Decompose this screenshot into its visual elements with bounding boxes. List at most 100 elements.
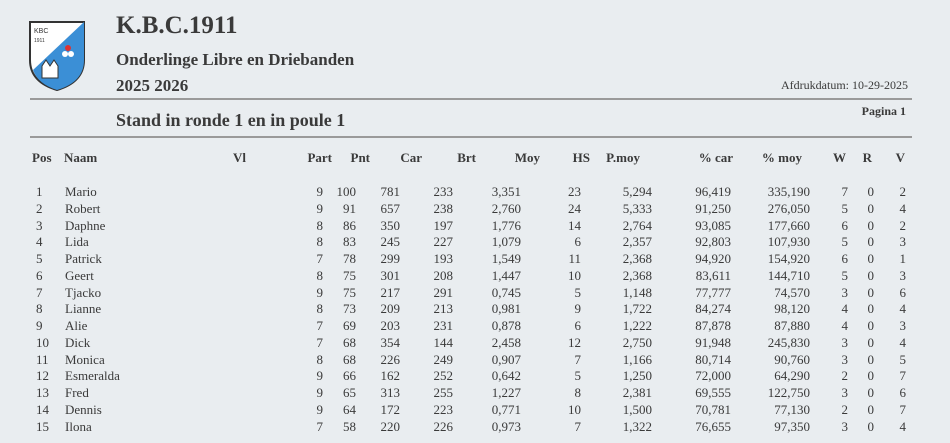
cell-w: 4 [841, 318, 849, 333]
cell-naam: Monica [65, 351, 105, 367]
cell-hs: 7 [574, 418, 582, 434]
cell-w: 5 [841, 267, 849, 283]
cell-moy: 1,776 [491, 217, 521, 233]
cell-pct-car: 76,655 [695, 418, 731, 434]
cell-pmoy: 1,250 [622, 368, 652, 384]
cell-w: 7 [841, 184, 849, 199]
cell-pmoy: 2,764 [622, 217, 652, 233]
cell-part: 9 [316, 401, 324, 417]
cell-car: 354 [380, 334, 401, 350]
season: 2025 2026 [116, 76, 189, 95]
cell-r: 0 [867, 368, 875, 384]
cell-moy: 0,907 [491, 351, 521, 367]
cell-hs: 6 [574, 234, 582, 250]
column-header-brt: Brt [457, 150, 476, 165]
cell-naam: Lida [65, 234, 89, 250]
cell-pnt: 86 [343, 217, 356, 233]
column-header-moy: Moy [514, 150, 540, 165]
cell-part: 7 [316, 418, 324, 434]
cell-pct-moy: 122,750 [767, 385, 810, 400]
cell-r: 0 [867, 200, 875, 216]
cell-hs: 10 [568, 401, 581, 417]
cell-car: 781 [380, 184, 401, 199]
cell-naam: Mario [65, 184, 97, 199]
cell-moy: 0,745 [491, 284, 521, 300]
cell-moy: 2,760 [491, 200, 521, 216]
cell-pnt: 58 [343, 418, 356, 434]
cell-hs: 9 [574, 301, 582, 317]
cell-car: 657 [380, 200, 401, 216]
cell-hs: 24 [568, 200, 581, 216]
cell-moy: 1,447 [491, 267, 521, 283]
cell-pos: 1 [36, 184, 43, 199]
cell-brt: 226 [433, 418, 454, 434]
cell-pmoy: 1,722 [622, 301, 652, 317]
club-title: K.B.C.1911 [116, 12, 238, 39]
cell-car: 172 [380, 401, 401, 417]
cell-pnt: 75 [343, 284, 356, 300]
cell-hs: 6 [574, 318, 582, 333]
cell-r: 0 [867, 418, 875, 434]
cell-pct-car: 77,777 [695, 284, 731, 300]
cell-moy: 0,771 [491, 401, 521, 417]
cell-pct-moy: 90,760 [774, 351, 810, 367]
cell-pnt: 68 [343, 351, 356, 367]
cell-brt: 193 [433, 251, 454, 266]
column-header-v: V [895, 150, 905, 165]
cell-r: 0 [867, 318, 875, 333]
cell-moy: 0,878 [491, 318, 521, 333]
cell-pos: 5 [36, 251, 43, 266]
cell-part: 9 [316, 385, 324, 400]
cell-w: 6 [841, 217, 849, 233]
cell-part: 8 [316, 217, 324, 233]
cell-v: 6 [899, 284, 907, 300]
column-header-pct-car: % car [698, 150, 733, 165]
cell-w: 3 [841, 334, 849, 350]
cell-brt: 197 [433, 217, 454, 233]
cell-part: 8 [316, 301, 324, 317]
cell-v: 3 [899, 234, 907, 250]
cell-naam: Alie [65, 318, 88, 333]
cell-v: 1 [899, 251, 907, 266]
cell-v: 4 [899, 334, 907, 350]
competition-name: Onderlinge Libre en Driebanden [116, 50, 355, 69]
cell-brt: 223 [433, 401, 454, 417]
cell-car: 313 [380, 385, 401, 400]
cell-naam: Patrick [65, 251, 102, 266]
cell-w: 3 [841, 385, 849, 400]
cell-w: 5 [841, 234, 849, 250]
club-logo: KBC 1911 [29, 21, 85, 92]
cell-w: 5 [841, 200, 849, 216]
cell-car: 220 [380, 418, 401, 434]
cell-v: 2 [899, 217, 907, 233]
cell-hs: 23 [568, 184, 581, 199]
cell-car: 203 [380, 318, 401, 333]
cell-brt: 231 [433, 318, 454, 333]
cell-pnt: 69 [343, 318, 356, 333]
standings-heading: Stand in ronde 1 en in poule 1 [116, 110, 346, 130]
cell-pos: 3 [36, 217, 43, 233]
cell-car: 245 [380, 234, 401, 250]
cell-r: 0 [867, 334, 875, 350]
column-header-pnt: Pnt [350, 150, 371, 165]
page-number: Pagina 1 [861, 104, 906, 118]
cell-pct-moy: 144,710 [767, 267, 810, 283]
column-header-pos: Pos [32, 150, 52, 165]
svg-text:KBC: KBC [34, 28, 48, 35]
cell-naam: Esmeralda [65, 368, 120, 384]
cell-pnt: 91 [343, 200, 356, 216]
cell-part: 8 [316, 234, 324, 250]
cell-pmoy: 2,750 [622, 334, 652, 350]
cell-pct-car: 92,803 [695, 234, 731, 250]
cell-naam: Daphne [65, 217, 106, 233]
divider [30, 98, 912, 100]
cell-pct-moy: 87,880 [774, 318, 810, 333]
cell-pct-moy: 98,120 [774, 301, 810, 317]
cell-car: 226 [380, 351, 401, 367]
cell-r: 0 [867, 301, 875, 317]
cell-naam: Dick [65, 334, 91, 350]
cell-pos: 11 [36, 351, 49, 367]
cell-pnt: 68 [343, 334, 356, 350]
cell-v: 4 [899, 200, 907, 216]
cell-brt: 227 [433, 234, 454, 250]
